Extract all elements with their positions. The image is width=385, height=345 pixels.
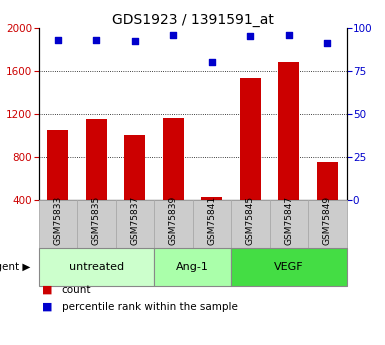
Text: untreated: untreated: [69, 263, 124, 272]
Text: GSM75839: GSM75839: [169, 196, 178, 245]
Point: [132, 39, 138, 44]
Text: GSM75845: GSM75845: [246, 196, 255, 245]
Text: ■: ■: [42, 302, 53, 312]
Text: GSM75847: GSM75847: [284, 196, 293, 245]
Bar: [47, 130, 69, 243]
Bar: [85, 119, 107, 243]
Text: VEGF: VEGF: [274, 263, 303, 272]
Text: GSM75841: GSM75841: [207, 196, 216, 245]
Point: [286, 32, 292, 37]
Text: Ang-1: Ang-1: [176, 263, 209, 272]
Text: GSM75837: GSM75837: [130, 196, 139, 245]
Point: [55, 37, 61, 42]
Bar: [316, 162, 338, 243]
Text: percentile rank within the sample: percentile rank within the sample: [62, 302, 238, 312]
Bar: [239, 78, 261, 243]
Bar: [124, 136, 146, 243]
Bar: [201, 197, 223, 243]
Point: [170, 32, 176, 37]
Text: agent ▶: agent ▶: [0, 263, 31, 272]
Title: GDS1923 / 1391591_at: GDS1923 / 1391591_at: [112, 12, 273, 27]
Text: GSM75849: GSM75849: [323, 196, 332, 245]
Point: [247, 33, 253, 39]
Point: [324, 40, 330, 46]
Bar: [163, 118, 184, 243]
Text: GSM75835: GSM75835: [92, 196, 101, 245]
Bar: [278, 62, 300, 243]
Point: [209, 59, 215, 65]
Text: GSM75833: GSM75833: [53, 196, 62, 245]
Text: ■: ■: [42, 285, 53, 295]
Point: [93, 37, 99, 42]
Text: count: count: [62, 285, 91, 295]
